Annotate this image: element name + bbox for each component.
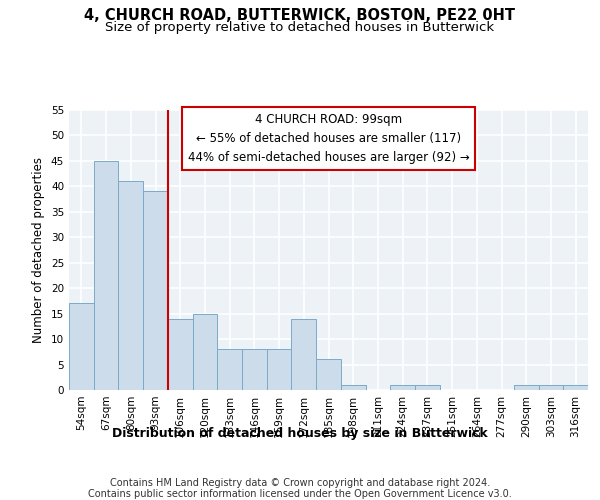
Bar (341, 385, 365, 390)
Bar (217, 350, 242, 390)
Bar (94, 161, 118, 390)
Y-axis label: Number of detached properties: Number of detached properties (32, 157, 46, 343)
Bar (267, 350, 292, 390)
Bar (118, 182, 143, 390)
Bar (415, 385, 440, 390)
Text: Contains HM Land Registry data © Crown copyright and database right 2024.: Contains HM Land Registry data © Crown c… (110, 478, 490, 488)
Bar (390, 385, 415, 390)
Text: Contains public sector information licensed under the Open Government Licence v3: Contains public sector information licen… (88, 489, 512, 499)
Bar (143, 192, 168, 390)
Text: 4 CHURCH ROAD: 99sqm
← 55% of detached houses are smaller (117)
44% of semi-deta: 4 CHURCH ROAD: 99sqm ← 55% of detached h… (188, 113, 469, 164)
Bar (539, 385, 563, 390)
Bar (316, 360, 341, 390)
Bar (193, 314, 217, 390)
Bar (168, 318, 193, 390)
Bar (292, 318, 316, 390)
Bar (563, 385, 588, 390)
Bar (514, 385, 539, 390)
Text: Distribution of detached houses by size in Butterwick: Distribution of detached houses by size … (112, 428, 488, 440)
Bar (242, 350, 267, 390)
Text: 4, CHURCH ROAD, BUTTERWICK, BOSTON, PE22 0HT: 4, CHURCH ROAD, BUTTERWICK, BOSTON, PE22… (85, 8, 515, 22)
Bar (69, 304, 94, 390)
Text: Size of property relative to detached houses in Butterwick: Size of property relative to detached ho… (106, 21, 494, 34)
